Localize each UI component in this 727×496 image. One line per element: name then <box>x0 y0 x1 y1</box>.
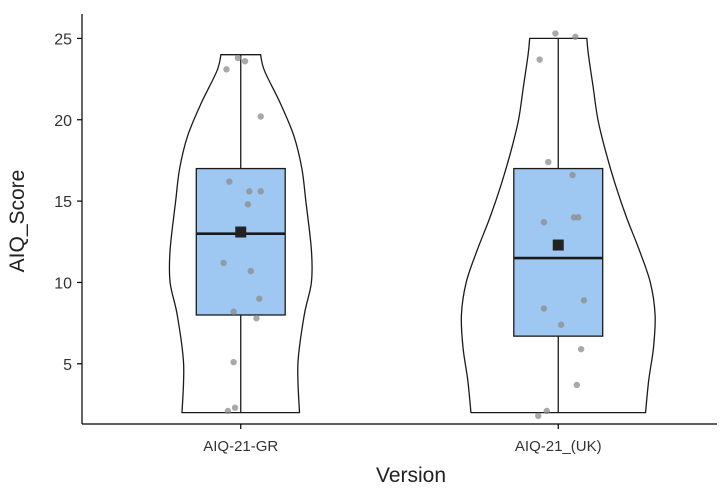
data-point <box>244 201 252 208</box>
data-point <box>230 358 237 366</box>
data-point <box>543 407 551 415</box>
x-axis-label: Version <box>376 464 446 487</box>
data-point <box>246 188 253 195</box>
data-point <box>224 407 232 415</box>
data-point <box>231 404 239 411</box>
data-point <box>577 345 585 353</box>
data-point <box>552 30 559 37</box>
data-point <box>540 219 548 226</box>
data-point <box>226 178 233 185</box>
data-point <box>220 259 227 267</box>
y-tick-label: 20 <box>54 113 72 130</box>
data-point <box>540 305 548 312</box>
data-point <box>257 113 264 120</box>
data-point <box>223 66 230 73</box>
data-point <box>575 214 582 221</box>
data-point <box>535 412 542 420</box>
violin-group <box>168 54 313 415</box>
data-point <box>256 295 263 302</box>
x-tick-label: AIQ-21-GR <box>203 438 278 455</box>
data-point <box>545 158 552 166</box>
data-point <box>580 297 588 304</box>
data-point <box>234 54 242 62</box>
y-tick-label: 25 <box>54 31 72 48</box>
data-point <box>241 57 249 65</box>
y-axis-label: AIQ_Score <box>6 170 29 273</box>
data-point <box>572 33 579 40</box>
data-point <box>536 56 543 63</box>
axes: 5 10 15 20 25 AIQ-21-GR AIQ-21_(UK) <box>54 14 717 455</box>
x-tick-label: AIQ-21_(UK) <box>515 438 602 455</box>
data-point <box>557 321 565 328</box>
data-point <box>253 315 260 322</box>
y-tick-label: 10 <box>54 275 72 292</box>
violin-group <box>460 30 656 420</box>
y-tick-label: 5 <box>63 357 72 374</box>
data-point <box>257 188 264 195</box>
y-tick-label: 15 <box>54 194 72 211</box>
mean-marker <box>552 239 564 251</box>
data-point <box>573 381 581 389</box>
plot-area <box>168 30 656 420</box>
box-iqr <box>195 167 286 316</box>
data-point <box>569 171 576 179</box>
data-point <box>230 308 237 315</box>
box-iqr <box>513 167 604 337</box>
mean-marker <box>235 226 247 238</box>
data-point <box>247 267 254 275</box>
